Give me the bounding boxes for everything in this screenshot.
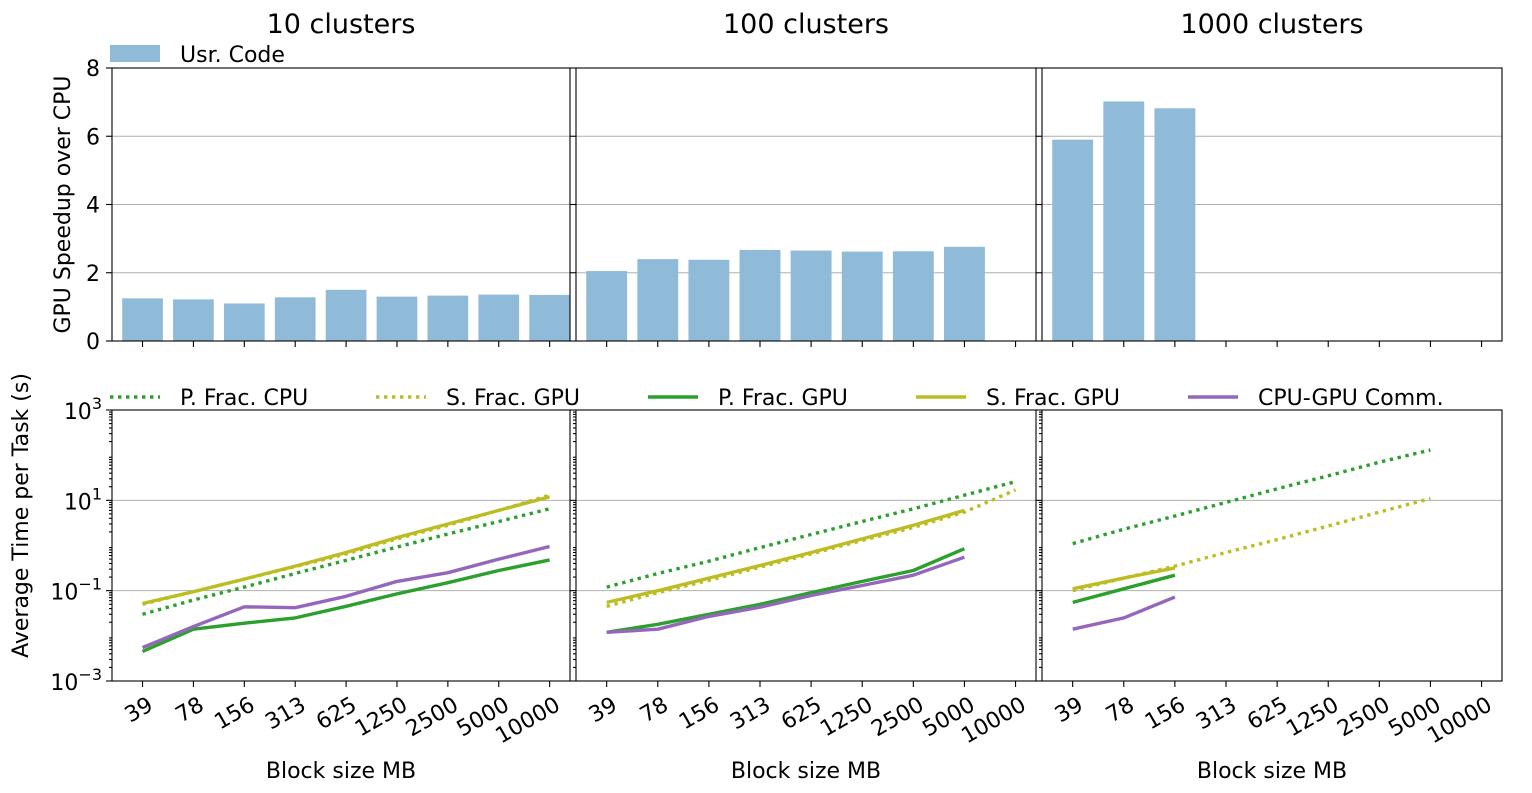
- series-line: [1072, 573, 1176, 605]
- x-tick-label: 156: [1141, 693, 1190, 736]
- x-tick-label: 625: [1243, 693, 1292, 736]
- series-line: [1072, 496, 1431, 593]
- bar: [1103, 101, 1145, 341]
- series-line: [606, 555, 965, 634]
- bar: [223, 303, 265, 341]
- frames-layer: [106, 67, 1503, 687]
- y-axis-title: GPU Speedup over CPU: [51, 75, 76, 333]
- series-line: [1072, 595, 1176, 631]
- bar: [637, 259, 679, 341]
- bar: [274, 297, 316, 341]
- y-tick-label: 2: [86, 262, 100, 287]
- bar: [173, 299, 214, 341]
- grid-layer: [112, 135, 1502, 592]
- bar: [688, 259, 730, 341]
- x-tick-label: 2500: [1333, 693, 1394, 743]
- y-tick-label: 0: [86, 330, 100, 355]
- legend-label: S. Frac. GPU: [446, 386, 580, 411]
- legend-label: S. Frac. GPU: [986, 386, 1120, 411]
- x-tick-label: 1250: [351, 693, 412, 743]
- bar: [944, 246, 985, 341]
- bar: [586, 271, 628, 341]
- bar: [529, 294, 570, 341]
- series-line: [1072, 448, 1431, 546]
- x-tick-label: 39: [1051, 693, 1088, 729]
- bar: [427, 295, 469, 341]
- y-tick-label: 101: [64, 484, 102, 515]
- x-tick-label: 78: [1102, 693, 1139, 729]
- x-tick-label: 2500: [867, 693, 928, 743]
- x-tick-label: 313: [261, 693, 310, 736]
- series-line: [1072, 566, 1176, 591]
- log-panel-frame: [575, 409, 1037, 682]
- legend-label: Usr. Code: [180, 43, 285, 68]
- bar: [790, 250, 832, 341]
- y-tick-label: 6: [86, 125, 100, 150]
- y-tick-label-exp: 1: [92, 484, 102, 503]
- log-panel-frame: [111, 409, 571, 682]
- legend-layer: Usr. Code P. Frac. CPU S. Frac. GPU P. Frac…: [110, 43, 1444, 411]
- x-tick-label: 2500: [402, 693, 463, 743]
- legend-label: CPU-GPU Comm.: [1258, 386, 1444, 411]
- legend-swatch: [110, 45, 160, 62]
- bar: [122, 298, 163, 341]
- panel-title: 1000 clusters: [1180, 9, 1363, 40]
- x-tick-label: 78: [636, 693, 673, 729]
- x-tick-label: 1250: [816, 693, 877, 743]
- series-line: [142, 507, 551, 616]
- x-tick-label: 39: [121, 693, 158, 729]
- x-axis-title: Block size MB: [1197, 759, 1347, 784]
- log-panel-frame: [1041, 409, 1503, 682]
- y-tick-label-base: 10: [50, 671, 78, 696]
- y-tick-label-base: 10: [50, 581, 78, 606]
- series-line: [606, 547, 966, 634]
- y-tick-label: 4: [86, 194, 100, 219]
- series-line: [606, 479, 1017, 589]
- x-tick-label: 313: [726, 693, 775, 736]
- y-tick-label: 10−3: [50, 665, 102, 696]
- x-tick-label: 625: [777, 693, 826, 736]
- series-line: [606, 508, 965, 605]
- bar: [478, 294, 520, 341]
- bar: [1052, 139, 1094, 341]
- y-tick-label-base: 10: [64, 400, 92, 425]
- x-tick-label: 156: [210, 693, 259, 736]
- y-tick-label: 10−1: [50, 575, 102, 606]
- y-tick-label: 103: [64, 394, 102, 425]
- series-line: [141, 558, 550, 654]
- y-tick-label-exp: −1: [78, 575, 102, 594]
- bar: [739, 249, 781, 341]
- bar: [376, 296, 418, 341]
- bar: [841, 251, 883, 341]
- y-axis-title: Average Time per Task (s): [9, 373, 34, 658]
- x-tick-label: 1250: [1282, 693, 1343, 743]
- panel-title: 100 clusters: [723, 9, 889, 40]
- legend-label: P. Frac. GPU: [718, 386, 848, 411]
- y-tick-label-exp: −3: [78, 665, 102, 684]
- x-axis-title: Block size MB: [266, 759, 416, 784]
- panel-title: 10 clusters: [267, 9, 416, 40]
- y-tick-label: 8: [86, 57, 100, 82]
- bar: [892, 251, 934, 341]
- x-tick-label: 156: [675, 693, 724, 736]
- x-tick-label: 313: [1192, 693, 1241, 736]
- bar: [1154, 108, 1196, 341]
- x-tick-label: 39: [585, 693, 622, 729]
- y-tick-label-base: 10: [64, 490, 92, 515]
- x-tick-label: 78: [172, 693, 209, 729]
- legend-label: P. Frac. CPU: [180, 386, 308, 411]
- series-line: [142, 495, 551, 606]
- x-tick-label: 625: [312, 693, 361, 736]
- bar: [325, 289, 367, 341]
- x-axis-title: Block size MB: [731, 759, 881, 784]
- marks-layer: [122, 101, 1431, 654]
- y-tick-label-exp: 3: [92, 394, 102, 413]
- series-line: [141, 544, 551, 650]
